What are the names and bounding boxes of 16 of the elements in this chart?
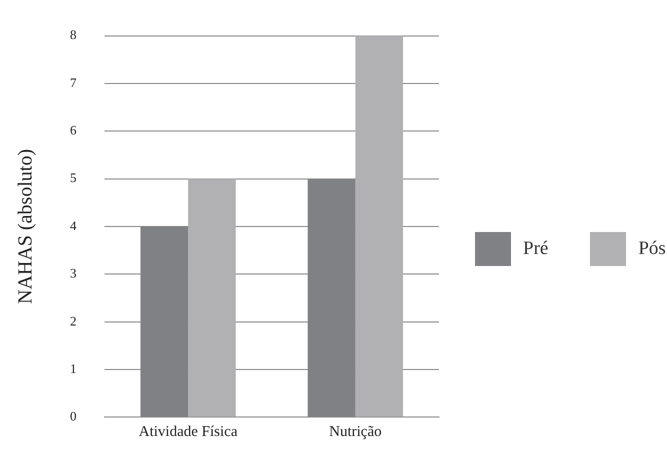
bar (355, 36, 404, 417)
y-tick-label: 0 (70, 408, 76, 424)
legend-label: Pré (523, 238, 548, 260)
bar (188, 178, 236, 417)
y-tick-label: 2 (70, 313, 76, 328)
y-tick-label: 1 (70, 360, 76, 376)
y-tick-label: 4 (70, 218, 77, 233)
y-tick-label: 8 (70, 27, 76, 42)
y-tick-label: 7 (70, 74, 77, 90)
y-axis-title: NAHAS (absoluto) (14, 149, 36, 304)
x-tick-label: Nutrição (329, 424, 382, 440)
y-tick-label: 6 (70, 122, 77, 138)
x-tick-label: Atividade Física (138, 424, 238, 440)
legend-label: Pós (638, 238, 666, 260)
y-tick-label: 5 (70, 170, 76, 186)
y-tick-label: 3 (70, 266, 76, 281)
